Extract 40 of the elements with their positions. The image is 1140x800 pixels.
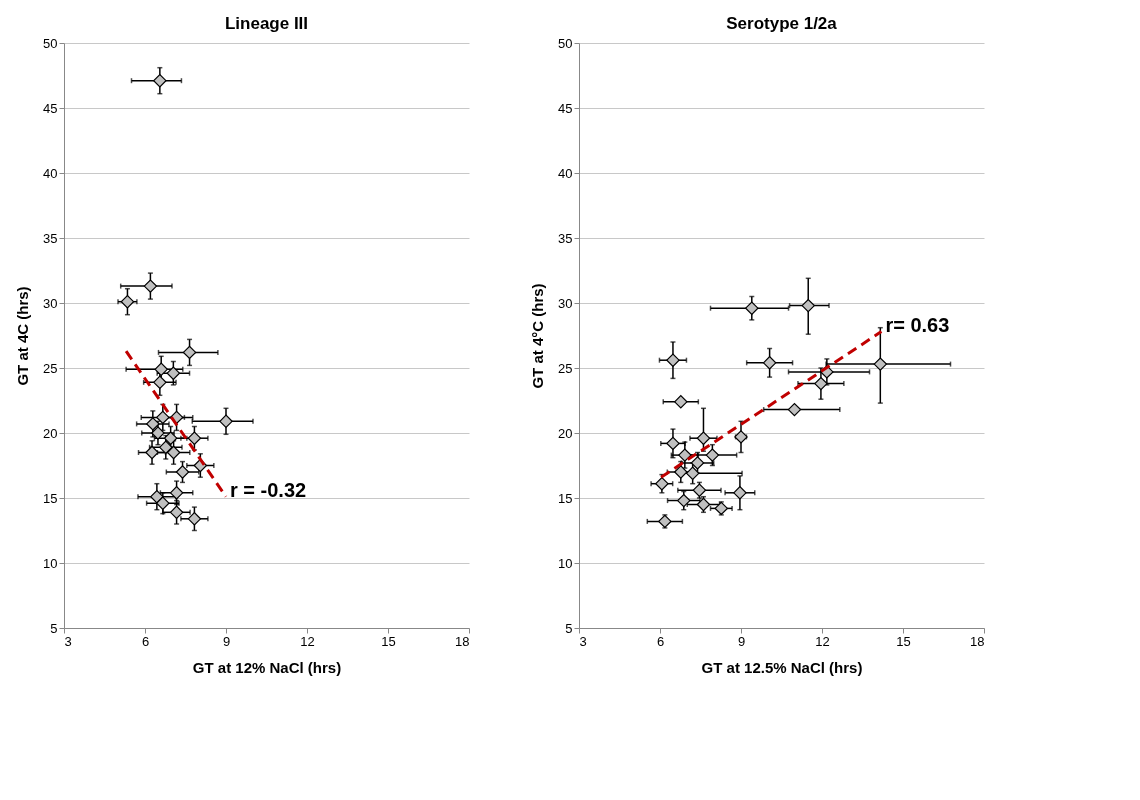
y-tick-label: 50: [43, 35, 58, 51]
x-axis-title: GT at 12% NaCl (hrs): [192, 658, 342, 676]
chart-title: Lineage III: [224, 14, 309, 33]
x-tick-label: 9: [737, 633, 746, 649]
annotation: r = -0.32: [230, 478, 307, 501]
y-tick-label: 35: [558, 230, 573, 246]
y-tick-label: 5: [50, 620, 58, 636]
y-tick-label: 10: [558, 555, 573, 571]
y-tick-label: 30: [43, 295, 58, 311]
y-tick-label: 25: [43, 360, 58, 376]
annotation: r= 0.63: [885, 313, 950, 336]
y-tick-label: 10: [43, 555, 58, 571]
y-tick-label: 25: [558, 360, 573, 376]
y-tick-label: 40: [43, 165, 58, 181]
x-tick-label: 3: [64, 633, 72, 649]
chart-title: Serotype 1/2a: [726, 14, 838, 33]
y-tick-label: 40: [558, 165, 573, 181]
y-axis-title: GT at 4C (hrs): [14, 286, 32, 386]
x-tick-label: 9: [222, 633, 231, 649]
y-tick-label: 35: [43, 230, 58, 246]
x-tick-label: 12: [815, 633, 830, 649]
y-tick-label: 5: [565, 620, 573, 636]
y-tick-label: 50: [558, 35, 573, 51]
x-tick-label: 12: [300, 633, 315, 649]
x-axis-title: GT at 12.5% NaCl (hrs): [701, 658, 863, 676]
y-axis-title: GT at 4°C (hrs): [529, 283, 547, 389]
y-tick-label: 45: [43, 100, 58, 116]
y-tick-label: 15: [558, 490, 573, 506]
y-tick-label: 45: [558, 100, 573, 116]
x-tick-label: 18: [455, 633, 470, 649]
x-tick-label: 15: [896, 633, 911, 649]
y-tick-label: 30: [558, 295, 573, 311]
y-tick-label: 20: [558, 425, 573, 441]
x-tick-label: 6: [656, 633, 665, 649]
x-tick-label: 18: [970, 633, 985, 649]
y-tick-label: 20: [43, 425, 58, 441]
y-tick-label: 15: [43, 490, 58, 506]
x-tick-label: 3: [579, 633, 587, 649]
x-tick-label: 6: [141, 633, 150, 649]
x-tick-label: 15: [381, 633, 396, 649]
